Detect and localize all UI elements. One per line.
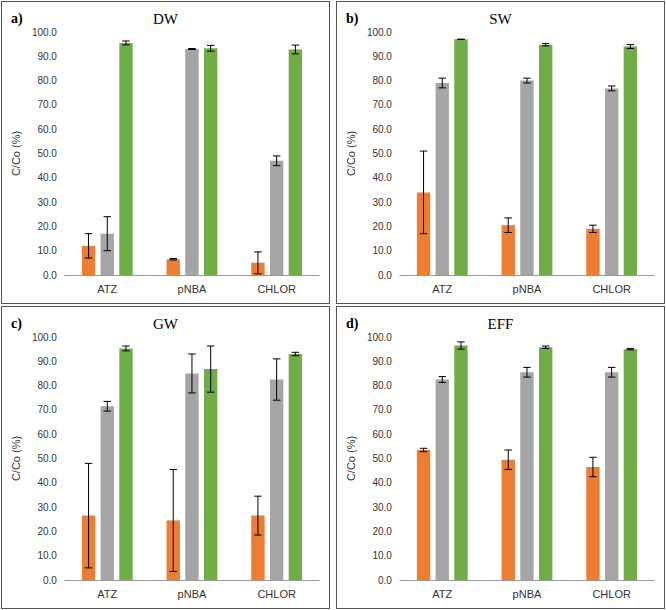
- svg-text:ATZ: ATZ: [432, 588, 452, 600]
- svg-text:10.0: 10.0: [37, 550, 57, 561]
- svg-text:20.0: 20.0: [37, 221, 57, 232]
- svg-text:10.0: 10.0: [37, 245, 57, 256]
- svg-text:0.0: 0.0: [43, 575, 57, 586]
- svg-text:50.0: 50.0: [372, 453, 392, 464]
- svg-text:GW: GW: [153, 316, 179, 332]
- svg-text:70.0: 70.0: [37, 404, 57, 415]
- svg-text:100.0: 100.0: [367, 27, 392, 38]
- svg-text:CHLOR: CHLOR: [592, 588, 631, 600]
- svg-text:30.0: 30.0: [372, 197, 392, 208]
- svg-text:40.0: 40.0: [372, 172, 392, 183]
- svg-text:0.0: 0.0: [43, 270, 57, 281]
- svg-text:30.0: 30.0: [37, 502, 57, 513]
- svg-text:100.0: 100.0: [32, 27, 57, 38]
- svg-text:70.0: 70.0: [37, 99, 57, 110]
- svg-text:C/Co (%): C/Co (%): [10, 436, 22, 481]
- svg-text:CHLOR: CHLOR: [592, 283, 631, 295]
- svg-text:0.0: 0.0: [378, 270, 392, 281]
- svg-text:ATZ: ATZ: [97, 283, 117, 295]
- svg-text:20.0: 20.0: [372, 526, 392, 537]
- svg-text:80.0: 80.0: [372, 380, 392, 391]
- svg-text:10.0: 10.0: [372, 550, 392, 561]
- svg-text:40.0: 40.0: [37, 172, 57, 183]
- svg-text:C/Co (%): C/Co (%): [345, 131, 357, 176]
- svg-text:DW: DW: [153, 11, 179, 27]
- svg-text:80.0: 80.0: [37, 75, 57, 86]
- svg-text:30.0: 30.0: [37, 197, 57, 208]
- svg-text:80.0: 80.0: [372, 75, 392, 86]
- svg-text:60.0: 60.0: [37, 124, 57, 135]
- svg-text:C/Co (%): C/Co (%): [345, 436, 357, 481]
- svg-text:pNBA: pNBA: [178, 588, 207, 600]
- svg-text:ATZ: ATZ: [432, 283, 452, 295]
- svg-text:b): b): [346, 11, 359, 27]
- svg-text:0.0: 0.0: [378, 575, 392, 586]
- svg-text:ATZ: ATZ: [97, 588, 117, 600]
- svg-text:CHLOR: CHLOR: [257, 283, 296, 295]
- svg-text:90.0: 90.0: [372, 356, 392, 367]
- svg-text:c): c): [11, 316, 22, 332]
- svg-text:60.0: 60.0: [372, 124, 392, 135]
- svg-text:10.0: 10.0: [372, 245, 392, 256]
- svg-text:pNBA: pNBA: [513, 283, 542, 295]
- svg-text:70.0: 70.0: [372, 99, 392, 110]
- svg-text:90.0: 90.0: [37, 356, 57, 367]
- svg-text:40.0: 40.0: [372, 477, 392, 488]
- svg-text:90.0: 90.0: [37, 51, 57, 62]
- svg-text:100.0: 100.0: [367, 332, 392, 343]
- svg-text:60.0: 60.0: [372, 429, 392, 440]
- svg-text:100.0: 100.0: [32, 332, 57, 343]
- svg-text:60.0: 60.0: [37, 429, 57, 440]
- svg-text:50.0: 50.0: [372, 148, 392, 159]
- svg-text:d): d): [346, 316, 359, 332]
- svg-text:90.0: 90.0: [372, 51, 392, 62]
- svg-text:50.0: 50.0: [37, 453, 57, 464]
- svg-text:EFF: EFF: [488, 316, 514, 332]
- svg-text:20.0: 20.0: [372, 221, 392, 232]
- svg-text:SW: SW: [489, 11, 512, 27]
- svg-text:20.0: 20.0: [37, 526, 57, 537]
- svg-text:80.0: 80.0: [37, 380, 57, 391]
- svg-text:CHLOR: CHLOR: [257, 588, 296, 600]
- svg-text:C/Co (%): C/Co (%): [10, 131, 22, 176]
- svg-text:30.0: 30.0: [372, 502, 392, 513]
- svg-text:50.0: 50.0: [37, 148, 57, 159]
- svg-text:pNBA: pNBA: [513, 588, 542, 600]
- svg-text:pNBA: pNBA: [178, 283, 207, 295]
- svg-text:a): a): [11, 11, 23, 27]
- svg-text:70.0: 70.0: [372, 404, 392, 415]
- svg-text:40.0: 40.0: [37, 477, 57, 488]
